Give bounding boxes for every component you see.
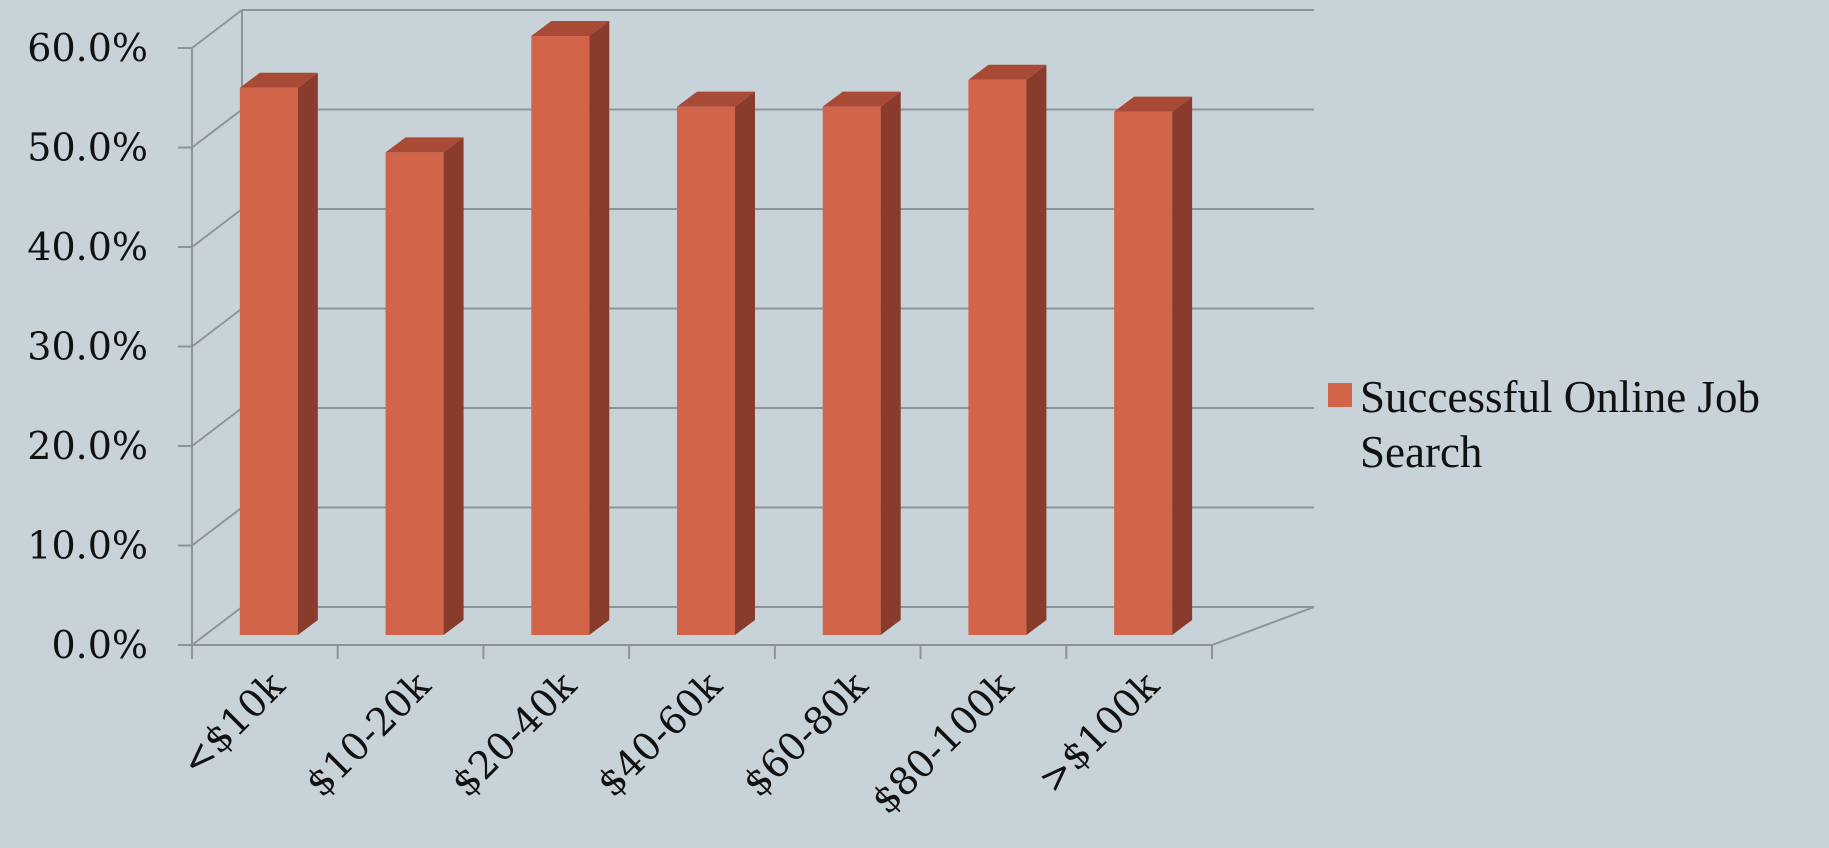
- bar-front: [385, 152, 444, 636]
- bar: [531, 21, 610, 635]
- gridline-wall: [191, 208, 243, 248]
- legend: Successful Online Job Search: [1328, 370, 1829, 480]
- bar-top: [822, 91, 901, 107]
- bar-side: [1026, 64, 1047, 636]
- y-tick-label: 20.0%: [27, 424, 148, 468]
- gridline-wall: [191, 606, 243, 646]
- y-tick-label: 0.0%: [51, 623, 148, 667]
- bar-top: [239, 72, 318, 88]
- bar-top: [385, 137, 464, 153]
- x-category-label: $40-60k: [588, 663, 731, 806]
- bar-front: [968, 79, 1027, 636]
- bar-side: [443, 137, 464, 636]
- bar-side: [589, 21, 610, 635]
- bar: [385, 137, 464, 636]
- bar: [822, 91, 901, 635]
- bar-front: [239, 87, 298, 635]
- x-axis: <$10k $10-20k $20-40k $40-60k $60-80k$80-100…: [172, 645, 1213, 823]
- bar: [1114, 96, 1193, 635]
- bar: [239, 72, 318, 635]
- y-tick-label: 10.0%: [27, 524, 148, 568]
- x-category-label: >$100k: [1029, 663, 1168, 802]
- x-category-label: <$10k: [172, 663, 294, 785]
- bar: [968, 64, 1047, 636]
- gridline-wall: [191, 307, 243, 348]
- y-tick-label: 30.0%: [27, 325, 148, 369]
- bar-side: [1172, 96, 1193, 635]
- x-category-label: $20-40k: [443, 663, 586, 806]
- bar-top: [968, 64, 1047, 80]
- bar-front: [531, 36, 590, 635]
- x-category-label: $80-100k: [863, 663, 1023, 823]
- gridline-wall: [191, 108, 243, 149]
- bars: [239, 21, 1193, 636]
- bar-side: [735, 91, 755, 635]
- bar-side: [297, 72, 318, 635]
- gridline-wall: [191, 407, 243, 447]
- legend-label: Successful Online Job Search: [1360, 372, 1760, 477]
- x-category-label: $10-20k: [297, 663, 440, 806]
- y-axis-ticks: 0.0% 10.0% 20.0% 30.0% 40.0% 50.0% 60.0%: [27, 26, 192, 667]
- floor-right-edge: [1211, 606, 1315, 646]
- bar-side: [880, 91, 901, 635]
- legend-swatch: [1328, 383, 1352, 407]
- gridline-wall: [191, 506, 243, 547]
- x-category-label: $60-80k: [734, 663, 877, 806]
- bar-top: [1114, 96, 1193, 112]
- bar-front: [1114, 111, 1173, 635]
- y-tick-label: 50.0%: [27, 126, 148, 170]
- y-tick-label: 40.0%: [27, 225, 148, 269]
- y-tick-label: 60.0%: [27, 26, 148, 70]
- bar-front: [822, 106, 881, 635]
- bar-front: [677, 106, 735, 635]
- bar-top: [531, 21, 610, 37]
- bar: [677, 91, 755, 635]
- bar-top: [677, 91, 755, 107]
- gridline-wall: [191, 9, 243, 49]
